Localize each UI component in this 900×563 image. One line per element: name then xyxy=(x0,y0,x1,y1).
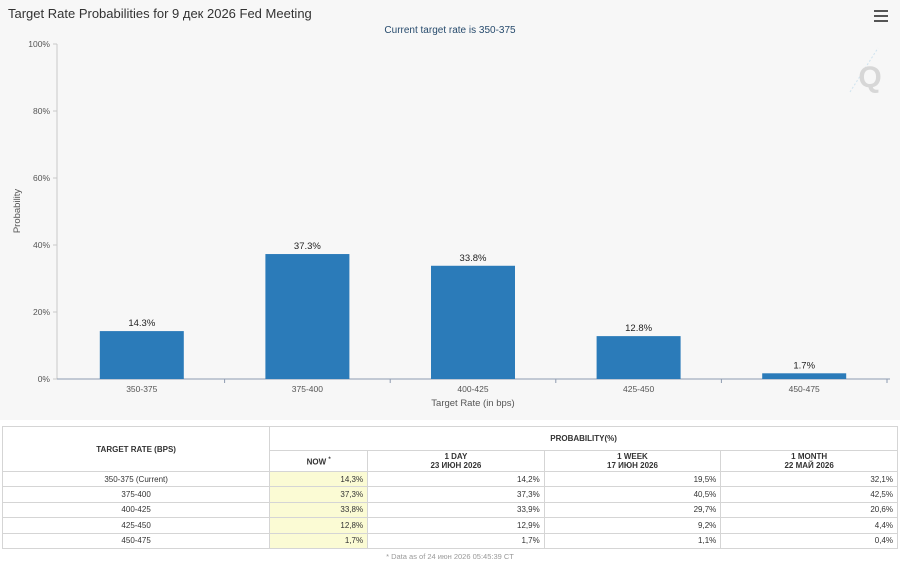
col-header-title: 1 WEEK xyxy=(617,452,648,461)
x-tick-label: 375-400 xyxy=(292,384,323,394)
chart-title: Target Rate Probabilities for 9 дек 2026… xyxy=(8,6,312,21)
probability-cell: 12,8% xyxy=(269,517,369,534)
probability-group-header: PROBABILITY(%) xyxy=(269,426,898,451)
x-axis-title: Target Rate (in bps) xyxy=(431,398,514,409)
probability-cell: 32,1% xyxy=(720,470,898,488)
y-axis-title: Probability xyxy=(12,189,23,234)
probability-cell: 12,9% xyxy=(367,517,545,534)
bar-data-label: 1.7% xyxy=(793,360,815,371)
probability-cell: 14,3% xyxy=(269,470,369,488)
y-tick-label: 80% xyxy=(33,106,50,116)
y-tick-label: 60% xyxy=(33,173,50,183)
bar-data-label: 14.3% xyxy=(128,318,155,329)
target-rate-cell: 350-375 (Current) xyxy=(1,470,271,488)
probability-cell: 33,8% xyxy=(269,501,369,519)
bar-data-label: 33.8% xyxy=(460,253,487,264)
table-row: 350-375 (Current) 14,3% 14,2% 19,5% 32,1% xyxy=(1,470,898,488)
probability-cell: 4,4% xyxy=(720,517,898,534)
probability-cell: 14,2% xyxy=(367,470,545,488)
target-rate-cell: 400-425 xyxy=(1,501,271,519)
chart-subtitle: Current target rate is 350-375 xyxy=(384,25,516,36)
bar xyxy=(762,373,847,379)
bar xyxy=(431,265,515,379)
col-header-3: 1 MONTH 22 МАЙ 2026 xyxy=(720,450,898,472)
table-row: 400-425 33,8% 33,9% 29,7% 20,6% xyxy=(1,501,898,519)
bar-data-label: 12.8% xyxy=(625,323,652,334)
col-header-date: 23 ИЮН 2026 xyxy=(430,461,482,470)
col-header-0: NOW * xyxy=(269,450,369,472)
col-header-date: 22 МАЙ 2026 xyxy=(784,461,834,470)
x-tick-label: 450-475 xyxy=(789,384,820,394)
col-header-title: 1 MONTH xyxy=(791,452,828,461)
table-row: 425-450 12,8% 12,9% 9,2% 4,4% xyxy=(1,517,898,534)
x-tick-label: 425-450 xyxy=(623,384,654,394)
probability-table: TARGET RATE (BPS) PROBABILITY(%) NOW * 1 … xyxy=(1,426,898,561)
chart-panel: 0% 20% 40% 60% 80% 100% 14.3% 350-375 37.3% 375-4… xyxy=(8,6,890,409)
probability-cell: 9,2% xyxy=(543,517,722,534)
target-rate-cell: 425-450 xyxy=(1,517,271,534)
probability-cell: 40,5% xyxy=(543,486,722,503)
watermark-logo: Q xyxy=(858,61,881,94)
target-rate-cell: 375-400 xyxy=(1,486,271,503)
col-header-marker: * xyxy=(328,456,331,463)
y-tick-label: 100% xyxy=(28,39,50,49)
probability-cell: 42,5% xyxy=(720,486,898,503)
bar xyxy=(596,336,681,379)
y-tick-label: 0% xyxy=(38,374,51,384)
bar-data-label: 37.3% xyxy=(294,241,321,252)
probability-cell: 19,5% xyxy=(543,470,722,488)
target-rate-header: TARGET RATE (BPS) xyxy=(1,426,271,472)
probability-cell: 29,7% xyxy=(543,501,722,519)
probability-cell: 20,6% xyxy=(720,501,898,519)
hamburger-menu-icon[interactable] xyxy=(874,10,888,22)
col-header-title: NOW xyxy=(306,457,327,467)
probability-cell: 1,7% xyxy=(269,532,369,549)
col-header-title: 1 DAY xyxy=(444,452,468,461)
col-header-date: 17 ИЮН 2026 xyxy=(607,461,658,470)
probability-cell: 37,3% xyxy=(367,486,545,503)
table-row: 375-400 37,3% 37,3% 40,5% 42,5% xyxy=(1,486,898,503)
probability-cell: 33,9% xyxy=(367,501,545,519)
y-tick-label: 20% xyxy=(33,307,50,317)
col-header-1: 1 DAY 23 ИЮН 2026 xyxy=(367,450,545,472)
probability-cell: 1,7% xyxy=(367,532,545,549)
x-tick-label: 350-375 xyxy=(126,384,157,394)
data-timestamp-footnote: * Data as of 24 июн 2026 05:45:39 CT xyxy=(386,551,514,561)
x-tick-label: 400-425 xyxy=(457,384,488,394)
probability-cell: 1,1% xyxy=(543,532,722,549)
bar-chart: 0% 20% 40% 60% 80% 100% 14.3% 350-375 37.3% 375-4… xyxy=(12,39,890,409)
y-tick-label: 40% xyxy=(33,240,50,250)
bar xyxy=(265,254,350,379)
table-row: 450-475 1,7% 1,7% 1,1% 0,4% xyxy=(1,532,898,549)
probability-cell: 37,3% xyxy=(269,486,369,503)
bar xyxy=(99,331,184,379)
probability-cell: 0,4% xyxy=(720,532,898,549)
target-rate-cell: 450-475 xyxy=(1,532,271,549)
watermark-swoosh xyxy=(849,47,879,93)
col-header-2: 1 WEEK 17 ИЮН 2026 xyxy=(543,450,722,472)
